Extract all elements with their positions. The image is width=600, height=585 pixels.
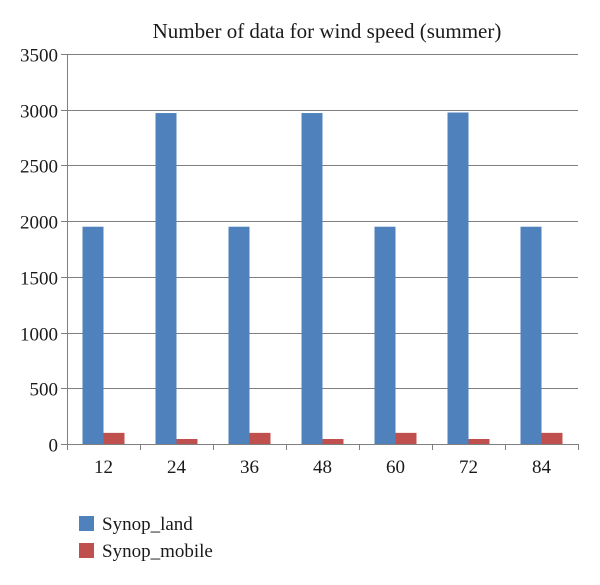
y-tick-label: 1500 xyxy=(20,269,58,290)
y-tick-label: 3000 xyxy=(20,102,58,123)
y-tick-label: 2500 xyxy=(20,157,58,178)
bar-synop-mobile-60 xyxy=(395,432,417,444)
bar-synop-mobile-12 xyxy=(103,432,125,444)
legend: Synop_land Synop_mobile xyxy=(79,514,213,562)
y-tick-label: 2000 xyxy=(20,213,58,234)
legend-swatch xyxy=(79,543,94,558)
y-tick-label: 500 xyxy=(30,380,59,401)
bar-synop-land-60 xyxy=(374,226,396,444)
axes xyxy=(61,54,579,450)
legend-label: Synop_land xyxy=(102,514,193,535)
y-tick-label: 1000 xyxy=(20,325,58,346)
bar-synop-land-84 xyxy=(520,226,542,444)
bars xyxy=(82,112,563,445)
legend-swatch xyxy=(79,516,94,531)
bar-synop-mobile-84 xyxy=(541,432,563,444)
bar-synop-land-48 xyxy=(301,113,323,445)
y-tick-labels: 0 500 1000 1500 2000 2500 3000 3500 xyxy=(20,46,58,457)
x-tick-label: 84 xyxy=(532,457,552,478)
bar-synop-mobile-48 xyxy=(322,438,344,444)
bar-synop-land-24 xyxy=(155,113,177,445)
chart-title: Number of data for wind speed (summer) xyxy=(153,19,502,43)
legend-label: Synop_mobile xyxy=(102,541,213,562)
x-tick-label: 24 xyxy=(167,457,187,478)
x-tick-label: 72 xyxy=(459,457,478,478)
x-tick-labels: 12 24 36 48 60 72 84 xyxy=(94,457,552,478)
y-tick-label: 3500 xyxy=(20,46,58,67)
bar-synop-mobile-72 xyxy=(468,438,490,444)
bar-synop-land-12 xyxy=(82,226,104,444)
bar-synop-land-36 xyxy=(228,226,250,444)
x-tick-label: 36 xyxy=(240,457,259,478)
x-tick-label: 60 xyxy=(386,457,405,478)
bar-synop-mobile-36 xyxy=(249,432,271,444)
bar-synop-mobile-24 xyxy=(176,438,198,444)
x-tick-label: 12 xyxy=(94,457,113,478)
bar-synop-land-72 xyxy=(447,112,469,444)
y-tick-label: 0 xyxy=(49,436,59,457)
x-tick-label: 48 xyxy=(313,457,332,478)
